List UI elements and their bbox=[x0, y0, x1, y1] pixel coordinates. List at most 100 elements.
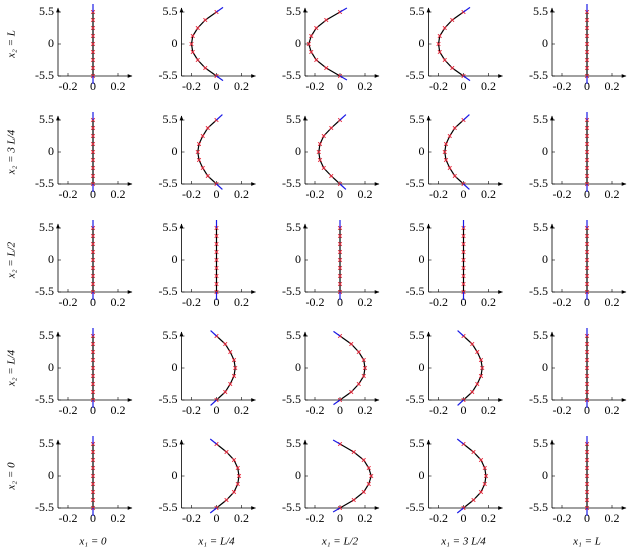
end-arrow bbox=[216, 6, 224, 13]
end-arrow bbox=[216, 183, 223, 190]
end-arrow bbox=[457, 399, 464, 406]
marker bbox=[317, 141, 323, 147]
y-tick-label: -5.5 bbox=[529, 500, 548, 514]
marker bbox=[90, 257, 96, 263]
x-tick-label: 0 bbox=[90, 295, 96, 309]
y-tick-label: 5.5 bbox=[286, 328, 301, 342]
marker bbox=[450, 65, 455, 71]
y-tick-label: 5.5 bbox=[286, 220, 301, 234]
y-tick-label: 5.5 bbox=[39, 328, 54, 342]
marker bbox=[356, 349, 361, 355]
marker bbox=[461, 241, 466, 247]
marker bbox=[461, 249, 466, 255]
end-arrow bbox=[339, 183, 347, 190]
marker bbox=[90, 125, 96, 131]
x-tick-label: 0 bbox=[337, 403, 343, 417]
y-tick-label: -5.5 bbox=[406, 176, 425, 190]
end-arrow bbox=[209, 438, 217, 445]
subplot: -0.2 0 0.2 -5.5 0 5.5 bbox=[529, 328, 627, 417]
marker bbox=[584, 265, 590, 271]
marker bbox=[235, 481, 240, 487]
y-tick-label: 5.5 bbox=[286, 4, 301, 18]
y-tick-label: 5.5 bbox=[533, 4, 548, 18]
marker bbox=[436, 41, 441, 47]
y-tick-label: 5.5 bbox=[163, 436, 178, 450]
x-tick-label: 0.2 bbox=[111, 511, 126, 525]
subplot: -0.2 0 0.2 -5.5 0 5.5 bbox=[159, 4, 256, 93]
marker bbox=[369, 473, 374, 479]
marker bbox=[361, 357, 366, 363]
y-tick-label: 5.5 bbox=[39, 436, 54, 450]
marker bbox=[90, 481, 96, 487]
marker bbox=[90, 341, 96, 347]
marker bbox=[90, 157, 96, 163]
marker bbox=[478, 373, 484, 379]
y-tick-label: 0 bbox=[295, 360, 301, 374]
row-label: x₂ = 0 bbox=[6, 462, 18, 491]
x-tick-label: 0 bbox=[337, 295, 343, 309]
y-tick-label: 0 bbox=[542, 144, 548, 158]
marker bbox=[584, 357, 590, 363]
x-tick-label: 0.2 bbox=[605, 511, 620, 525]
marker bbox=[584, 241, 590, 247]
marker bbox=[309, 33, 314, 39]
x-tick-label: 0 bbox=[214, 295, 220, 309]
marker bbox=[90, 65, 96, 71]
marker bbox=[321, 165, 326, 171]
end-arrow bbox=[457, 330, 464, 337]
marker bbox=[90, 173, 96, 179]
marker bbox=[584, 49, 590, 55]
marker bbox=[316, 149, 321, 155]
marker bbox=[584, 341, 590, 347]
subplot: -0.2 0 0.2 -5.5 0 5.5 x₁ = 3 L/4 bbox=[406, 436, 503, 548]
marker bbox=[203, 65, 208, 71]
x-tick-label: 0 bbox=[90, 403, 96, 417]
marker bbox=[475, 381, 480, 387]
x-tick-label: 0.2 bbox=[234, 79, 249, 93]
y-tick-label: 5.5 bbox=[410, 4, 425, 18]
end-arrow bbox=[463, 75, 471, 82]
marker bbox=[190, 49, 195, 55]
row-label: x₂ = L bbox=[6, 30, 18, 59]
marker bbox=[461, 281, 466, 287]
marker bbox=[452, 173, 457, 179]
marker bbox=[470, 341, 475, 347]
y-tick-label: 5.5 bbox=[533, 112, 548, 126]
y-tick-label: -5.5 bbox=[282, 176, 301, 190]
marker bbox=[584, 273, 590, 279]
x-tick-label: -0.2 bbox=[182, 511, 201, 525]
subplot: -0.2 0 0.2 -5.5 0 5.5 bbox=[282, 112, 380, 201]
x-tick-label: -0.2 bbox=[306, 403, 325, 417]
marker bbox=[584, 281, 590, 287]
marker bbox=[584, 133, 590, 139]
y-tick-label: 0 bbox=[48, 468, 54, 482]
marker bbox=[584, 125, 590, 131]
x-tick-label: 0 bbox=[214, 511, 220, 525]
y-tick-label: 0 bbox=[172, 144, 178, 158]
x-tick-label: 0 bbox=[214, 403, 220, 417]
curve bbox=[197, 119, 217, 185]
marker bbox=[482, 465, 487, 471]
x-tick-label: 0.2 bbox=[234, 511, 249, 525]
y-tick-label: 5.5 bbox=[163, 112, 178, 126]
x-tick-label: 0.2 bbox=[358, 403, 373, 417]
x-tick-label: -0.2 bbox=[429, 511, 448, 525]
x-tick-label: 0 bbox=[461, 79, 467, 93]
marker bbox=[223, 341, 228, 347]
marker bbox=[228, 349, 233, 355]
marker bbox=[195, 57, 200, 63]
subplot: -0.2 0 0.2 -5.5 0 5.5 bbox=[406, 112, 503, 201]
y-tick-label: 0 bbox=[172, 36, 178, 50]
y-tick-label: -5.5 bbox=[159, 500, 178, 514]
marker bbox=[584, 65, 590, 71]
marker bbox=[214, 273, 219, 279]
marker bbox=[337, 241, 343, 247]
y-tick-label: 0 bbox=[542, 360, 548, 374]
end-arrow bbox=[332, 507, 341, 513]
subplot: -0.2 0 0.2 -5.5 0 5.5 x₁ = L bbox=[529, 436, 627, 548]
x-tick-label: 0 bbox=[214, 187, 220, 201]
marker bbox=[90, 473, 96, 479]
x-tick-label: 0 bbox=[90, 187, 96, 201]
marker bbox=[452, 125, 457, 131]
y-tick-label: -5.5 bbox=[282, 68, 301, 82]
